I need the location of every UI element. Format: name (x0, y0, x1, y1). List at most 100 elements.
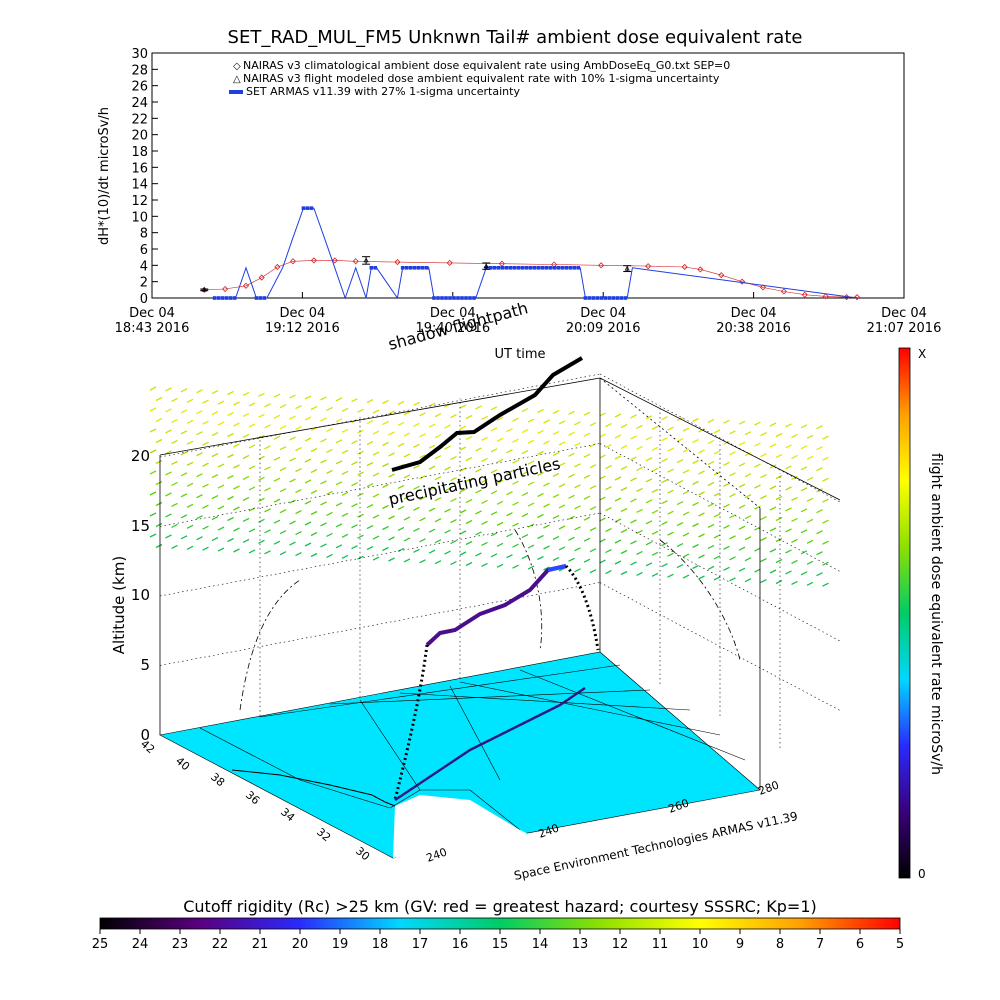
dose-field-dash (196, 389, 203, 394)
dose-field-dash (589, 569, 597, 574)
dose-field-dash (202, 399, 209, 404)
dose-field-dash (537, 429, 544, 435)
rigidity-tick-label: 21 (252, 937, 269, 952)
armas-point (508, 265, 513, 270)
dose-field-dash (320, 396, 327, 401)
dose-field-dash (806, 476, 814, 481)
box-grid-line (159, 582, 601, 666)
dose-field-dash (310, 531, 318, 537)
x-tick-date: Dec 04 (580, 306, 626, 321)
dose-field-dash (707, 460, 715, 465)
dose-field-dash (713, 534, 721, 539)
dose-field-dash (816, 572, 823, 577)
rigidity-tick-label: 14 (532, 937, 549, 952)
dose-field-dash (413, 464, 420, 469)
series-layer (200, 206, 861, 301)
dose-field-dash (335, 439, 343, 444)
armas-point (424, 265, 429, 270)
dose-field-dash (211, 474, 219, 479)
dose-field-dash (769, 548, 777, 553)
flightpath-ascent (564, 564, 600, 651)
dose-field-dash (552, 535, 560, 540)
dose-field-dash (583, 558, 591, 563)
dose-field-dash (264, 445, 271, 450)
dose-field-dash (568, 536, 575, 541)
rigidity-tick-label: 24 (132, 937, 149, 952)
dose-field-dash (357, 534, 364, 539)
dose-field-dash (372, 556, 380, 561)
dose-field-dash (202, 462, 209, 467)
dose-field-dash (760, 432, 767, 437)
chart-title: SET_RAD_MUL_FM5 Unknwn Tail# ambient dos… (228, 27, 803, 48)
armas-point (536, 265, 541, 270)
dose-field-dash (155, 543, 163, 549)
armas-point (373, 265, 378, 270)
series-nairas-climatological-line (204, 260, 857, 298)
dose-field-dash (388, 536, 395, 541)
dose-field-dash (180, 514, 188, 519)
dose-field-dash (155, 396, 163, 402)
dose-field-dash (186, 503, 194, 508)
dose-field-dash (165, 492, 172, 497)
dose-field-dash (775, 453, 783, 459)
dose-field-dash (729, 430, 736, 435)
armas-point (520, 265, 525, 270)
dose-field-dash (651, 530, 659, 535)
armas-point (420, 265, 425, 270)
dose-field-dash (800, 487, 808, 492)
dose-field-dash (279, 530, 287, 535)
dose-field-dash (211, 411, 219, 416)
armas-point (254, 296, 259, 300)
lat-tick-40: 40 (173, 754, 192, 773)
armas-point (572, 265, 577, 270)
armas-point (412, 265, 417, 270)
dose-field-dash (785, 507, 792, 512)
dose-field-dash (682, 469, 690, 474)
dose-field-dash (698, 575, 705, 580)
armas-point (301, 206, 306, 210)
dose-field-dash (822, 435, 829, 440)
dose-field-dash (165, 513, 172, 518)
dose-field-dash (806, 434, 814, 439)
y-tick-label: 24 (131, 96, 148, 111)
dose-field-dash (775, 516, 783, 522)
y-tick-label: 16 (131, 161, 148, 176)
dose-field-dash (676, 501, 684, 506)
dose-field-dash (527, 460, 535, 465)
nairas-climatological-point (598, 262, 605, 269)
nairas-climatological-point (222, 285, 229, 293)
dose-field-dash (351, 440, 358, 445)
box-grid-line (599, 373, 841, 503)
dose-field-dash (506, 449, 513, 454)
dose-field-dash (806, 581, 814, 586)
dose-field-dash (481, 541, 488, 546)
dose-field-dash (785, 444, 792, 449)
dose-field-dash (552, 409, 560, 414)
dose-field-dash (738, 420, 746, 425)
dose-field-dash (636, 550, 643, 555)
armas-point (595, 296, 600, 300)
armas-point (444, 296, 448, 300)
flightpath-mid (425, 564, 567, 647)
armas-point (504, 265, 509, 270)
dose-field-dash (630, 561, 637, 566)
dose-field-dash (754, 442, 761, 447)
dose-field-dash (217, 505, 225, 510)
dose-field-dash (775, 432, 783, 438)
dose-field-dash (645, 436, 653, 441)
rigidity-tick-label: 20 (292, 937, 309, 952)
dose-field-dash (521, 492, 529, 497)
dose-field-dash (366, 504, 374, 509)
x-tick-time: 20:09 2016 (566, 321, 641, 336)
dose-field-dash (304, 479, 312, 484)
dose-field-dash (558, 525, 566, 530)
dose-field-dash (481, 520, 488, 525)
dose-field-dash (227, 516, 234, 522)
box-grid-line (159, 443, 601, 527)
dose-field-dash (149, 470, 157, 475)
dose-field-dash (583, 411, 591, 416)
dose-field-dash (574, 547, 581, 552)
dose-field-dash (605, 444, 612, 449)
dose-field-dash (304, 437, 312, 442)
